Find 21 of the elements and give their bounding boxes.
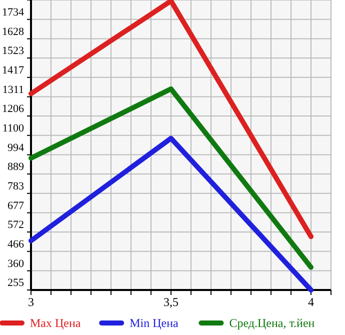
y-tick-label: 889: [8, 161, 24, 173]
y-tick-label: 1734: [2, 6, 24, 18]
y-tick-label: 1523: [2, 45, 24, 57]
x-tick-label: 3: [28, 295, 34, 309]
y-tick-label: 255: [8, 277, 24, 289]
y-tick-label: 1417: [2, 64, 24, 76]
y-tick-label: 466: [8, 238, 24, 250]
y-tick-label: 1311: [2, 84, 24, 96]
y-tick-label: 1628: [2, 26, 24, 38]
y-tick-label: 783: [8, 180, 24, 192]
x-tick-label: 3,5: [164, 295, 179, 309]
y-tick-label: 677: [8, 200, 24, 212]
legend-label: Min Цена: [130, 316, 180, 330]
y-tick-label: 994: [8, 142, 24, 154]
x-tick-label: 4: [308, 295, 314, 309]
y-tick-label: 572: [8, 219, 24, 231]
y-tick-label: 1100: [2, 122, 24, 134]
y-tick-label: 360: [8, 258, 24, 270]
legend-label: Max Цена: [30, 316, 82, 330]
legend-label: Сред.Цена, т.йен: [229, 316, 316, 330]
y-tick-label: 1206: [2, 103, 24, 115]
